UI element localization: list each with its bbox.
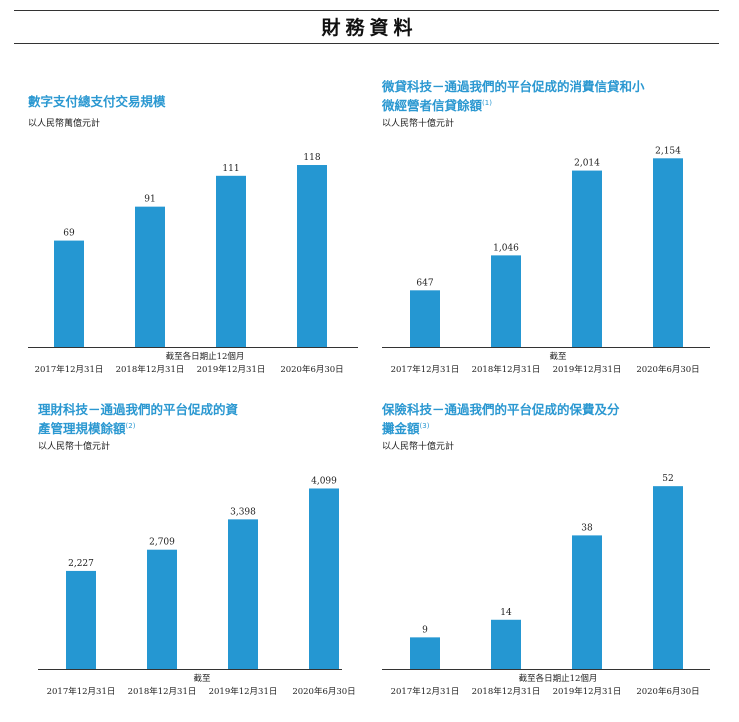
data-label: 2,014 [574,159,600,169]
bar [653,158,683,347]
data-label: 52 [662,474,673,484]
header-rule-top [14,10,719,11]
x-axis-label: 截至各日期止12個月 [519,673,598,684]
bar-chart: 2,227 2017年12月31日 2,709 2018年12月31日 3,398 201… [38,476,356,697]
x-tick-label: 2020年6月30日 [636,686,699,697]
x-tick-label: 2019年12月31日 [553,364,622,375]
unit-label: 以人民幣十億元計 [382,119,455,129]
bar [66,570,96,669]
header-rule-bottom [14,43,719,44]
bar [410,290,440,347]
bar [228,519,258,669]
bar [135,206,165,347]
bar [54,240,84,347]
bar-chart: 9 2017年12月31日 14 2018年12月31日 38 2019年12月31日 52… [382,474,710,697]
data-label: 2,709 [149,538,175,548]
chart-panel-insurance: 保險科技－通過我們的平台促成的保費及分攤金額(3) 以人民幣十億元計 9 2017… [382,402,727,722]
x-tick-label: 2019年12月31日 [209,686,278,697]
bar [653,486,683,669]
x-tick-label: 2020年6月30日 [292,686,355,697]
data-label: 3,398 [230,507,256,517]
bar-chart: 647 2017年12月31日 1,046 2018年12月31日 2,014 2019年… [382,146,710,375]
x-axis-label: 截至各日期止12個月 [166,351,245,362]
bar [309,488,339,669]
chart-title: 保險科技－通過我們的平台促成的保費及分攤金額(3) [382,402,620,437]
data-label: 647 [416,278,433,288]
bar [147,549,177,669]
x-tick-label: 2017年12月31日 [47,686,116,697]
x-tick-label: 2017年12月31日 [391,364,460,375]
x-axis-label: 截至 [549,351,567,362]
data-label: 4,099 [311,476,337,486]
bar [572,535,602,669]
data-label: 1,046 [493,243,519,253]
x-tick-label: 2020年6月30日 [636,364,699,375]
data-label: 38 [581,523,593,533]
bar [572,170,602,347]
x-tick-label: 2019年12月31日 [553,686,622,697]
bar [491,619,521,669]
x-tick-label: 2018年12月31日 [472,686,541,697]
bar [297,165,327,347]
x-tick-label: 2018年12月31日 [472,364,541,375]
bar-chart: 69 2017年12月31日 91 2018年12月31日 111 2019年12月31日… [28,153,358,375]
data-label: 2,227 [68,559,94,569]
chart-title: 微貸科技－通過我們的平台促成的消費信貸和小微經營者信貸餘額(1) [382,79,645,114]
bar [216,175,246,347]
chart-panel-wealth: 理財科技－通過我們的平台促成的資產管理規模餘額(2) 以人民幣十億元計 2,22… [38,402,383,722]
chart-title: 數字支付總支付交易規模 [28,94,166,109]
unit-label: 以人民幣十億元計 [382,442,455,452]
chart-title: 理財科技－通過我們的平台促成的資產管理規模餘額(2) [38,402,239,437]
data-label: 14 [500,608,512,618]
data-label: 2,154 [655,146,681,156]
x-tick-label: 2018年12月31日 [128,686,197,697]
bar [410,637,440,669]
x-tick-label: 2018年12月31日 [116,364,185,375]
data-label: 9 [422,625,428,635]
x-axis-label: 截至 [193,673,211,684]
chart-panel-payment: 數字支付總支付交易規模 以人民幣萬億元計 69 2017年12月31日 91 2018… [28,94,373,414]
data-label: 69 [63,229,75,239]
data-label: 118 [303,153,320,163]
x-tick-label: 2019年12月31日 [197,364,266,375]
unit-label: 以人民幣萬億元計 [28,119,101,129]
unit-label: 以人民幣十億元計 [38,442,111,452]
page-title: 財務資料 [321,17,418,39]
data-label: 91 [144,195,155,205]
x-tick-label: 2017年12月31日 [391,686,460,697]
chart-panel-microcredit: 微貸科技－通過我們的平台促成的消費信貸和小微經營者信貸餘額(1) 以人民幣十億元… [382,79,727,399]
data-label: 111 [222,164,239,174]
x-tick-label: 2017年12月31日 [35,364,104,375]
x-tick-label: 2020年6月30日 [280,364,343,375]
bar [491,255,521,347]
